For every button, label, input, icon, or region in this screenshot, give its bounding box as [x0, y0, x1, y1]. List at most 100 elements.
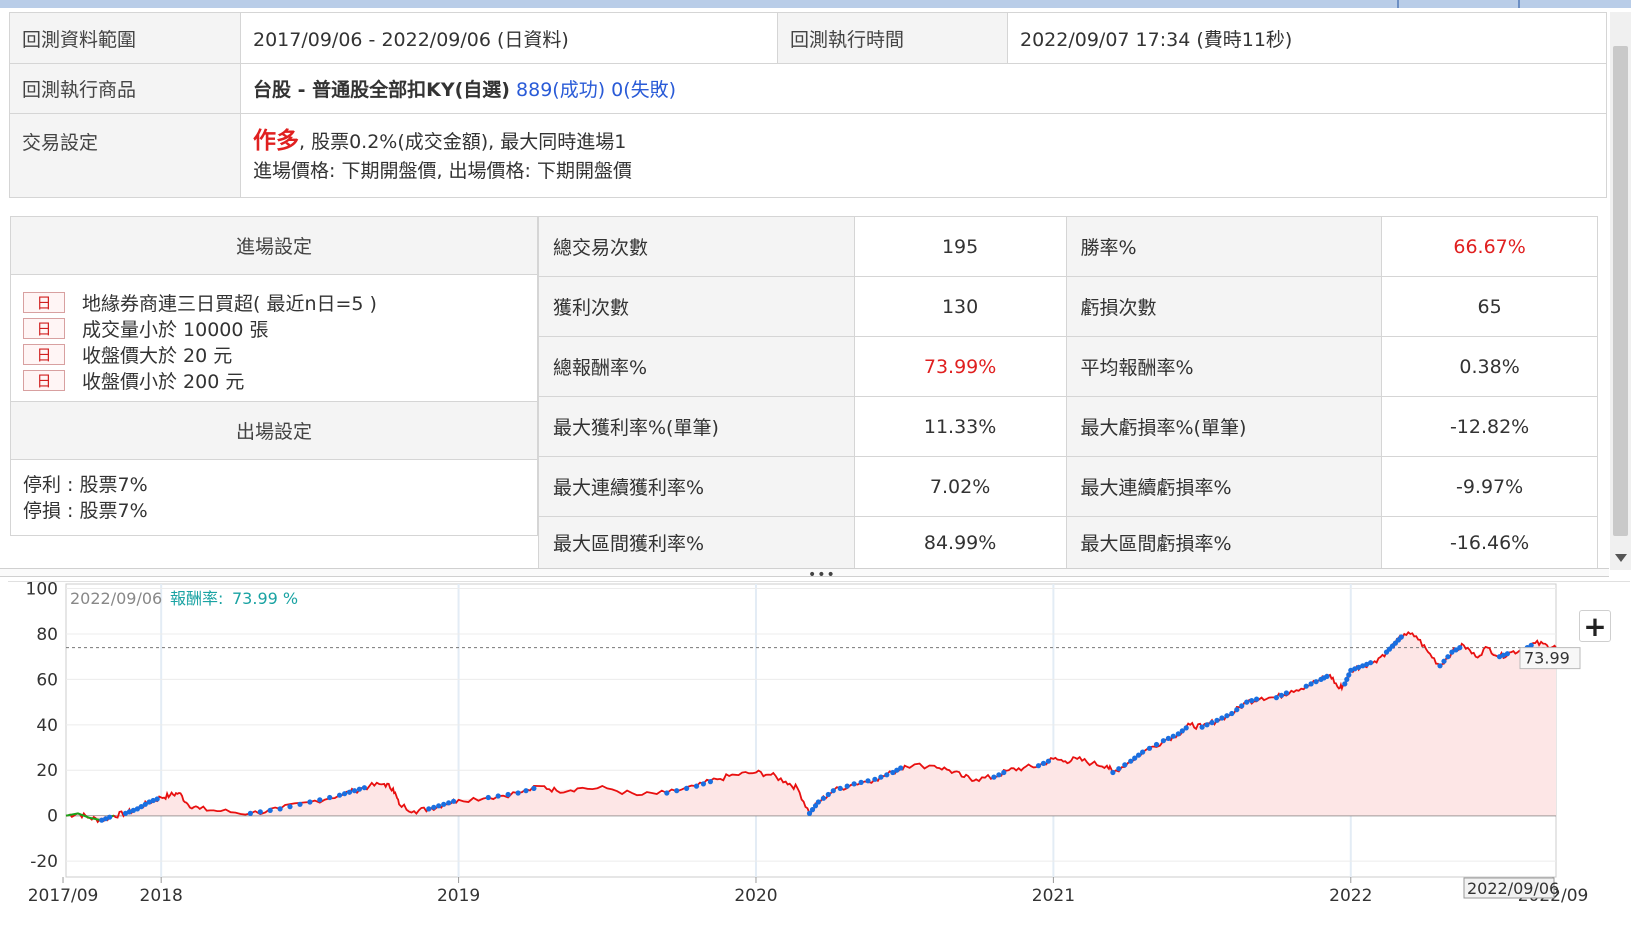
entry-marker [674, 788, 680, 794]
daily-badge: 日 [23, 317, 65, 339]
stat-label: 最大區間獲利率% [539, 517, 855, 569]
entry-marker [1146, 745, 1153, 751]
backtest-info-table: 回測資料範圍 2017/09/06 - 2022/09/06 (日資料) 回測執… [9, 12, 1607, 198]
entry-marker [707, 779, 714, 785]
entry-marker [441, 801, 447, 807]
entry-marker [1122, 762, 1128, 768]
entry-marker [356, 786, 362, 792]
stat-label: 最大連續虧損率% [1066, 457, 1383, 517]
entry-marker [342, 791, 348, 797]
stat-label: 總交易次數 [539, 217, 855, 277]
entry-marker [1283, 690, 1289, 696]
entry-marker [858, 779, 864, 785]
entry-marker [1398, 634, 1404, 640]
drag-handle-icon[interactable]: ••• [808, 567, 836, 583]
entry-marker [700, 781, 707, 787]
scroll-down-arrow-icon[interactable] [1615, 554, 1627, 562]
take-profit-setting: 停利 : 股票7% [23, 474, 148, 496]
entry-settings-title: 進場設定 [11, 217, 537, 275]
entry-marker [307, 799, 313, 805]
entry-marker [894, 767, 900, 773]
y-tick-label: 40 [36, 716, 58, 736]
stat-label: 最大虧損率%(單筆) [1066, 397, 1383, 457]
y-tick-label: 100 [26, 582, 58, 600]
stat-value: 7.02% [854, 457, 1067, 517]
entry-marker [815, 799, 822, 805]
stats-row: 獲利次數 130 虧損次數 65 [539, 277, 1598, 337]
window-top-bar [0, 0, 1631, 8]
entry-marker [684, 785, 690, 791]
entry-marker [134, 806, 140, 812]
entry-marker [1273, 695, 1279, 701]
cursor-date-label: 2022/09/06 [1467, 879, 1559, 898]
entry-marker [1303, 683, 1309, 689]
entry-marker [837, 785, 843, 791]
performance-stats-grid: 總交易次數 195 勝率% 66.67% 獲利次數 130 虧損次數 65 總報… [538, 216, 1598, 569]
scrollbar-thumb[interactable] [1613, 46, 1628, 536]
stats-row: 總報酬率% 73.99% 平均報酬率% 0.38% [539, 337, 1598, 397]
cursor-date-tag [1463, 877, 1555, 899]
entry-marker [844, 783, 850, 789]
daily-badge: 日 [23, 369, 65, 391]
vertical-scrollbar[interactable] [1610, 12, 1631, 570]
range-value: 2017/09/06 - 2022/09/06 (日資料) [240, 13, 777, 63]
entry-marker [1116, 766, 1122, 772]
daily-badge: 日 [23, 343, 65, 365]
entry-conditions: 日 地緣券商連三日買超( 最近n日=5 ) 日 成交量小於 10000 張 日 … [11, 275, 537, 402]
y-tick-label: 60 [36, 670, 58, 690]
entry-marker [515, 790, 521, 796]
entry-marker [361, 785, 367, 791]
entry-marker [1254, 696, 1260, 702]
stat-value: 11.33% [854, 397, 1067, 457]
entry-marker [257, 809, 263, 815]
entry-marker [1160, 738, 1166, 744]
entry-marker [130, 807, 136, 813]
entry-marker [1153, 741, 1160, 748]
stat-label: 最大獲利率%(單筆) [539, 397, 855, 457]
stat-label: 最大連續獲利率% [539, 457, 855, 517]
x-tick-label: 2021 [1032, 886, 1075, 906]
entry-marker [122, 810, 129, 816]
entry-marker [1214, 717, 1220, 723]
entry-marker [1219, 715, 1225, 721]
stat-value: -16.46% [1382, 517, 1598, 569]
zoom-in-button[interactable]: + [1579, 610, 1611, 643]
stat-value: 65 [1382, 277, 1598, 337]
entry-marker [1313, 679, 1319, 685]
trade-value: 作多, 股票0.2%(成交金額), 最大同時進場1 進場價格: 下期開盤價, 出… [240, 114, 1606, 197]
panel-splitter[interactable]: ••• [0, 567, 1609, 583]
x-tick-label: 2019 [437, 886, 480, 906]
entry-marker [1234, 707, 1240, 713]
total-return-value: 73.99% [854, 337, 1067, 397]
entry-marker [346, 789, 353, 795]
equity-chart: 100 80 60 40 20 0 -20 2017/09 2018 2019 2020 2021 20… [8, 580, 1630, 945]
entry-marker [505, 791, 511, 798]
entry-marker [126, 809, 132, 815]
condition-text: 收盤價大於 20 元 [82, 344, 233, 367]
product-fail-count[interactable]: 0(失敗) [611, 79, 677, 101]
entry-marker [1224, 713, 1230, 719]
entry-marker [1140, 749, 1146, 755]
stats-row: 最大連續獲利率% 7.02% 最大連續虧損率% -9.97% [539, 457, 1598, 517]
win-rate-value: 66.67% [1382, 217, 1598, 277]
entry-marker [1437, 663, 1443, 669]
stat-value: -12.82% [1382, 397, 1598, 457]
trade-price-setting: 進場價格: 下期開盤價, 出場價格: 下期開盤價 [253, 160, 632, 182]
entry-marker [1132, 755, 1138, 761]
entry-marker [1449, 649, 1455, 655]
entry-marker [878, 774, 884, 780]
entry-marker [812, 803, 819, 809]
entry-marker [664, 790, 670, 796]
entry-marker [890, 769, 896, 776]
window-edge-mark [1518, 0, 1520, 8]
entry-marker [1244, 699, 1250, 705]
product-name: 台股 - 普通股全部扣KY(自選) [253, 79, 510, 101]
entry-marker [1179, 728, 1185, 734]
entry-marker [1368, 660, 1374, 666]
product-success-count[interactable]: 889(成功) [516, 79, 606, 101]
entry-marker [523, 788, 529, 794]
entry-marker [1204, 722, 1210, 728]
entry-marker [287, 804, 293, 810]
entry-marker [327, 794, 333, 801]
entry-marker [1229, 710, 1235, 717]
